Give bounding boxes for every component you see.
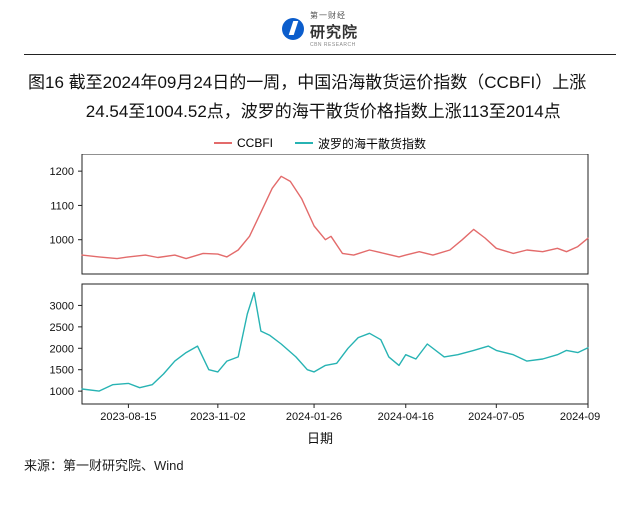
svg-text:2024-01-26: 2024-01-26: [286, 411, 342, 423]
svg-text:2000: 2000: [50, 343, 74, 355]
svg-text:3000: 3000: [50, 300, 74, 312]
brand-logo: 第一财经 研究院 CBN RESEARCH: [24, 10, 616, 48]
x-axis-title: 日期: [24, 428, 616, 447]
legend-item-bdi: 波罗的海干散货指数: [295, 135, 426, 152]
svg-text:1200: 1200: [50, 166, 74, 178]
legend-label-bdi: 波罗的海干散货指数: [318, 135, 426, 152]
svg-text:2024-04-16: 2024-04-16: [378, 411, 434, 423]
logo-mark-icon: [282, 18, 304, 40]
logo-subline: CBN RESEARCH: [310, 42, 358, 48]
logo-small-text: 第一财经: [310, 10, 358, 21]
svg-text:2024-07-05: 2024-07-05: [468, 411, 524, 423]
svg-text:1000: 1000: [50, 386, 74, 398]
legend-label-ccbfi: CCBFI: [237, 136, 273, 150]
svg-text:1000: 1000: [50, 234, 74, 246]
legend-item-ccbfi: CCBFI: [214, 135, 273, 152]
svg-text:2023-11-02: 2023-11-02: [190, 411, 245, 423]
svg-text:2500: 2500: [50, 322, 74, 334]
svg-text:1500: 1500: [50, 364, 74, 376]
svg-text:2024-09-24: 2024-09-24: [560, 411, 600, 423]
svg-text:1100: 1100: [50, 200, 74, 212]
legend-swatch-ccbfi: [214, 142, 232, 144]
header-rule: [24, 54, 616, 55]
logo-big-text: 研究院: [310, 21, 358, 42]
figure-title: 图16 截至2024年09月24日的一周，中国沿海散货运价指数（CCBFI）上涨…: [28, 69, 612, 127]
svg-text:2023-08-15: 2023-08-15: [100, 411, 156, 423]
legend-swatch-bdi: [295, 142, 313, 144]
source-line: 来源：第一财研究院、Wind: [24, 455, 616, 474]
legend: CCBFI 波罗的海干散货指数: [24, 135, 616, 152]
charts-container: 1000 1100 1200 1000 1500 2000 2500 3000 2023-08-…: [24, 154, 616, 426]
